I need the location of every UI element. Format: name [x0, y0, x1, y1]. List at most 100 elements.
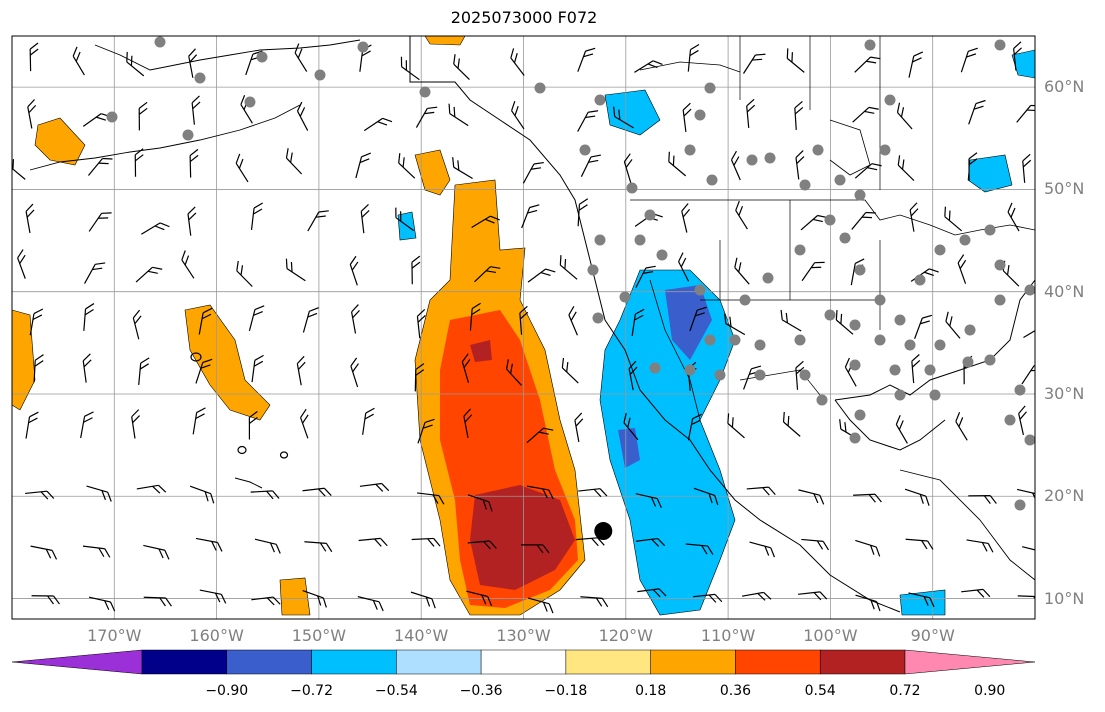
station-dot	[994, 39, 1006, 51]
station-dot	[534, 82, 546, 94]
station-dot	[824, 309, 836, 321]
station-dot	[704, 82, 716, 94]
colorbar-tick-label: 0.90	[974, 683, 1006, 699]
station-dot	[929, 389, 941, 401]
station-dot	[964, 324, 976, 336]
coastlines	[29, 36, 1035, 613]
negative-region-core	[665, 285, 712, 360]
station-dot	[762, 272, 774, 284]
colorbar-tick-label: 0.18	[635, 683, 667, 699]
station-dot	[684, 364, 696, 376]
field-contours	[12, 36, 1035, 616]
station-dot	[849, 319, 861, 331]
station-dot	[962, 356, 974, 368]
station-dot	[864, 39, 876, 51]
station-dot	[579, 144, 591, 156]
station-dot	[592, 312, 604, 324]
station-dot	[934, 339, 946, 351]
lon-label: 120°W	[598, 626, 653, 645]
positive-region-max2	[470, 340, 492, 362]
station-dot	[256, 51, 268, 63]
station-dot	[419, 86, 431, 98]
station-dot	[1024, 434, 1035, 446]
station-dot	[816, 394, 828, 406]
lon-label: 100°W	[803, 626, 858, 645]
colorbar-tick-label: −0.72	[290, 683, 333, 699]
negative-region-core2	[618, 428, 640, 468]
station-dot	[934, 244, 946, 256]
station-dot	[1024, 284, 1035, 296]
station-dot	[644, 209, 656, 221]
station-dot	[894, 389, 906, 401]
station-dot	[924, 364, 936, 376]
positive-region-alaska	[414, 149, 451, 196]
station-dot	[244, 96, 256, 108]
positive-region-west	[184, 304, 271, 421]
station-dots	[106, 36, 1035, 511]
lon-label: 150°W	[291, 626, 347, 645]
lon-label: 130°W	[496, 626, 551, 645]
colorbar-segment	[311, 649, 397, 675]
station-dot	[889, 364, 901, 376]
colorbar-segment	[565, 649, 651, 675]
station-dot	[854, 264, 866, 276]
station-dot	[1014, 499, 1026, 511]
colorbar-segment	[904, 649, 1036, 675]
station-dot	[587, 264, 599, 276]
station-dot	[704, 334, 716, 346]
station-dot	[194, 72, 206, 84]
station-dot	[799, 179, 811, 191]
station-dot	[854, 189, 866, 201]
negative-region-north	[604, 89, 661, 136]
colorbar-tick-label: −0.36	[459, 683, 503, 699]
colorbar-tick-label: −0.90	[205, 683, 249, 699]
positive-region-left-edge	[12, 309, 36, 411]
station-dot	[834, 174, 846, 186]
lon-label: 140°W	[394, 626, 449, 645]
station-dot	[849, 432, 861, 444]
station-dot	[182, 129, 194, 141]
station-dot	[684, 144, 696, 156]
map-title: 2025073000 F072	[450, 8, 598, 27]
colorbar-segment	[480, 649, 567, 675]
station-dot	[754, 339, 766, 351]
lat-label: 10°N	[1044, 588, 1085, 608]
station-dot	[649, 362, 661, 374]
station-dot	[729, 334, 741, 346]
station-dot	[824, 214, 836, 226]
colorbar-tick-label: 0.36	[719, 683, 752, 699]
lat-label: 50°N	[1044, 179, 1085, 199]
station-dot	[812, 144, 824, 156]
colorbar-tick-label: −0.54	[374, 683, 418, 699]
station-dot	[656, 249, 668, 261]
lat-label: 30°N	[1044, 383, 1085, 403]
station-dot	[904, 339, 916, 351]
positive-region-small	[279, 577, 311, 616]
colorbar-segments	[11, 649, 1036, 675]
positive-region-nw	[34, 117, 86, 166]
colorbar-tick-label: −0.18	[544, 683, 588, 699]
station-dot	[984, 224, 996, 236]
station-dot	[739, 294, 751, 306]
station-dot	[794, 334, 806, 346]
station-dot	[1014, 384, 1026, 396]
negative-region-main	[599, 269, 736, 616]
station-dot	[914, 274, 926, 286]
station-dot	[619, 291, 631, 303]
gridlines	[12, 36, 1035, 619]
colorbar-tick-label: 0.54	[804, 683, 836, 699]
station-dot	[694, 109, 706, 121]
lat-label: 20°N	[1044, 486, 1085, 506]
station-dot	[984, 354, 996, 366]
colorbar-segment	[819, 649, 906, 675]
station-dot	[106, 111, 118, 123]
lon-label: 90°W	[910, 626, 955, 645]
station-dot	[839, 232, 851, 244]
lon-label: 160°W	[189, 626, 244, 645]
station-dot	[594, 234, 606, 246]
station-dot	[626, 182, 638, 194]
positive-region-top	[424, 36, 466, 46]
station-dot	[794, 244, 806, 256]
colorbar-segment	[141, 649, 228, 675]
station-dot	[314, 69, 326, 81]
